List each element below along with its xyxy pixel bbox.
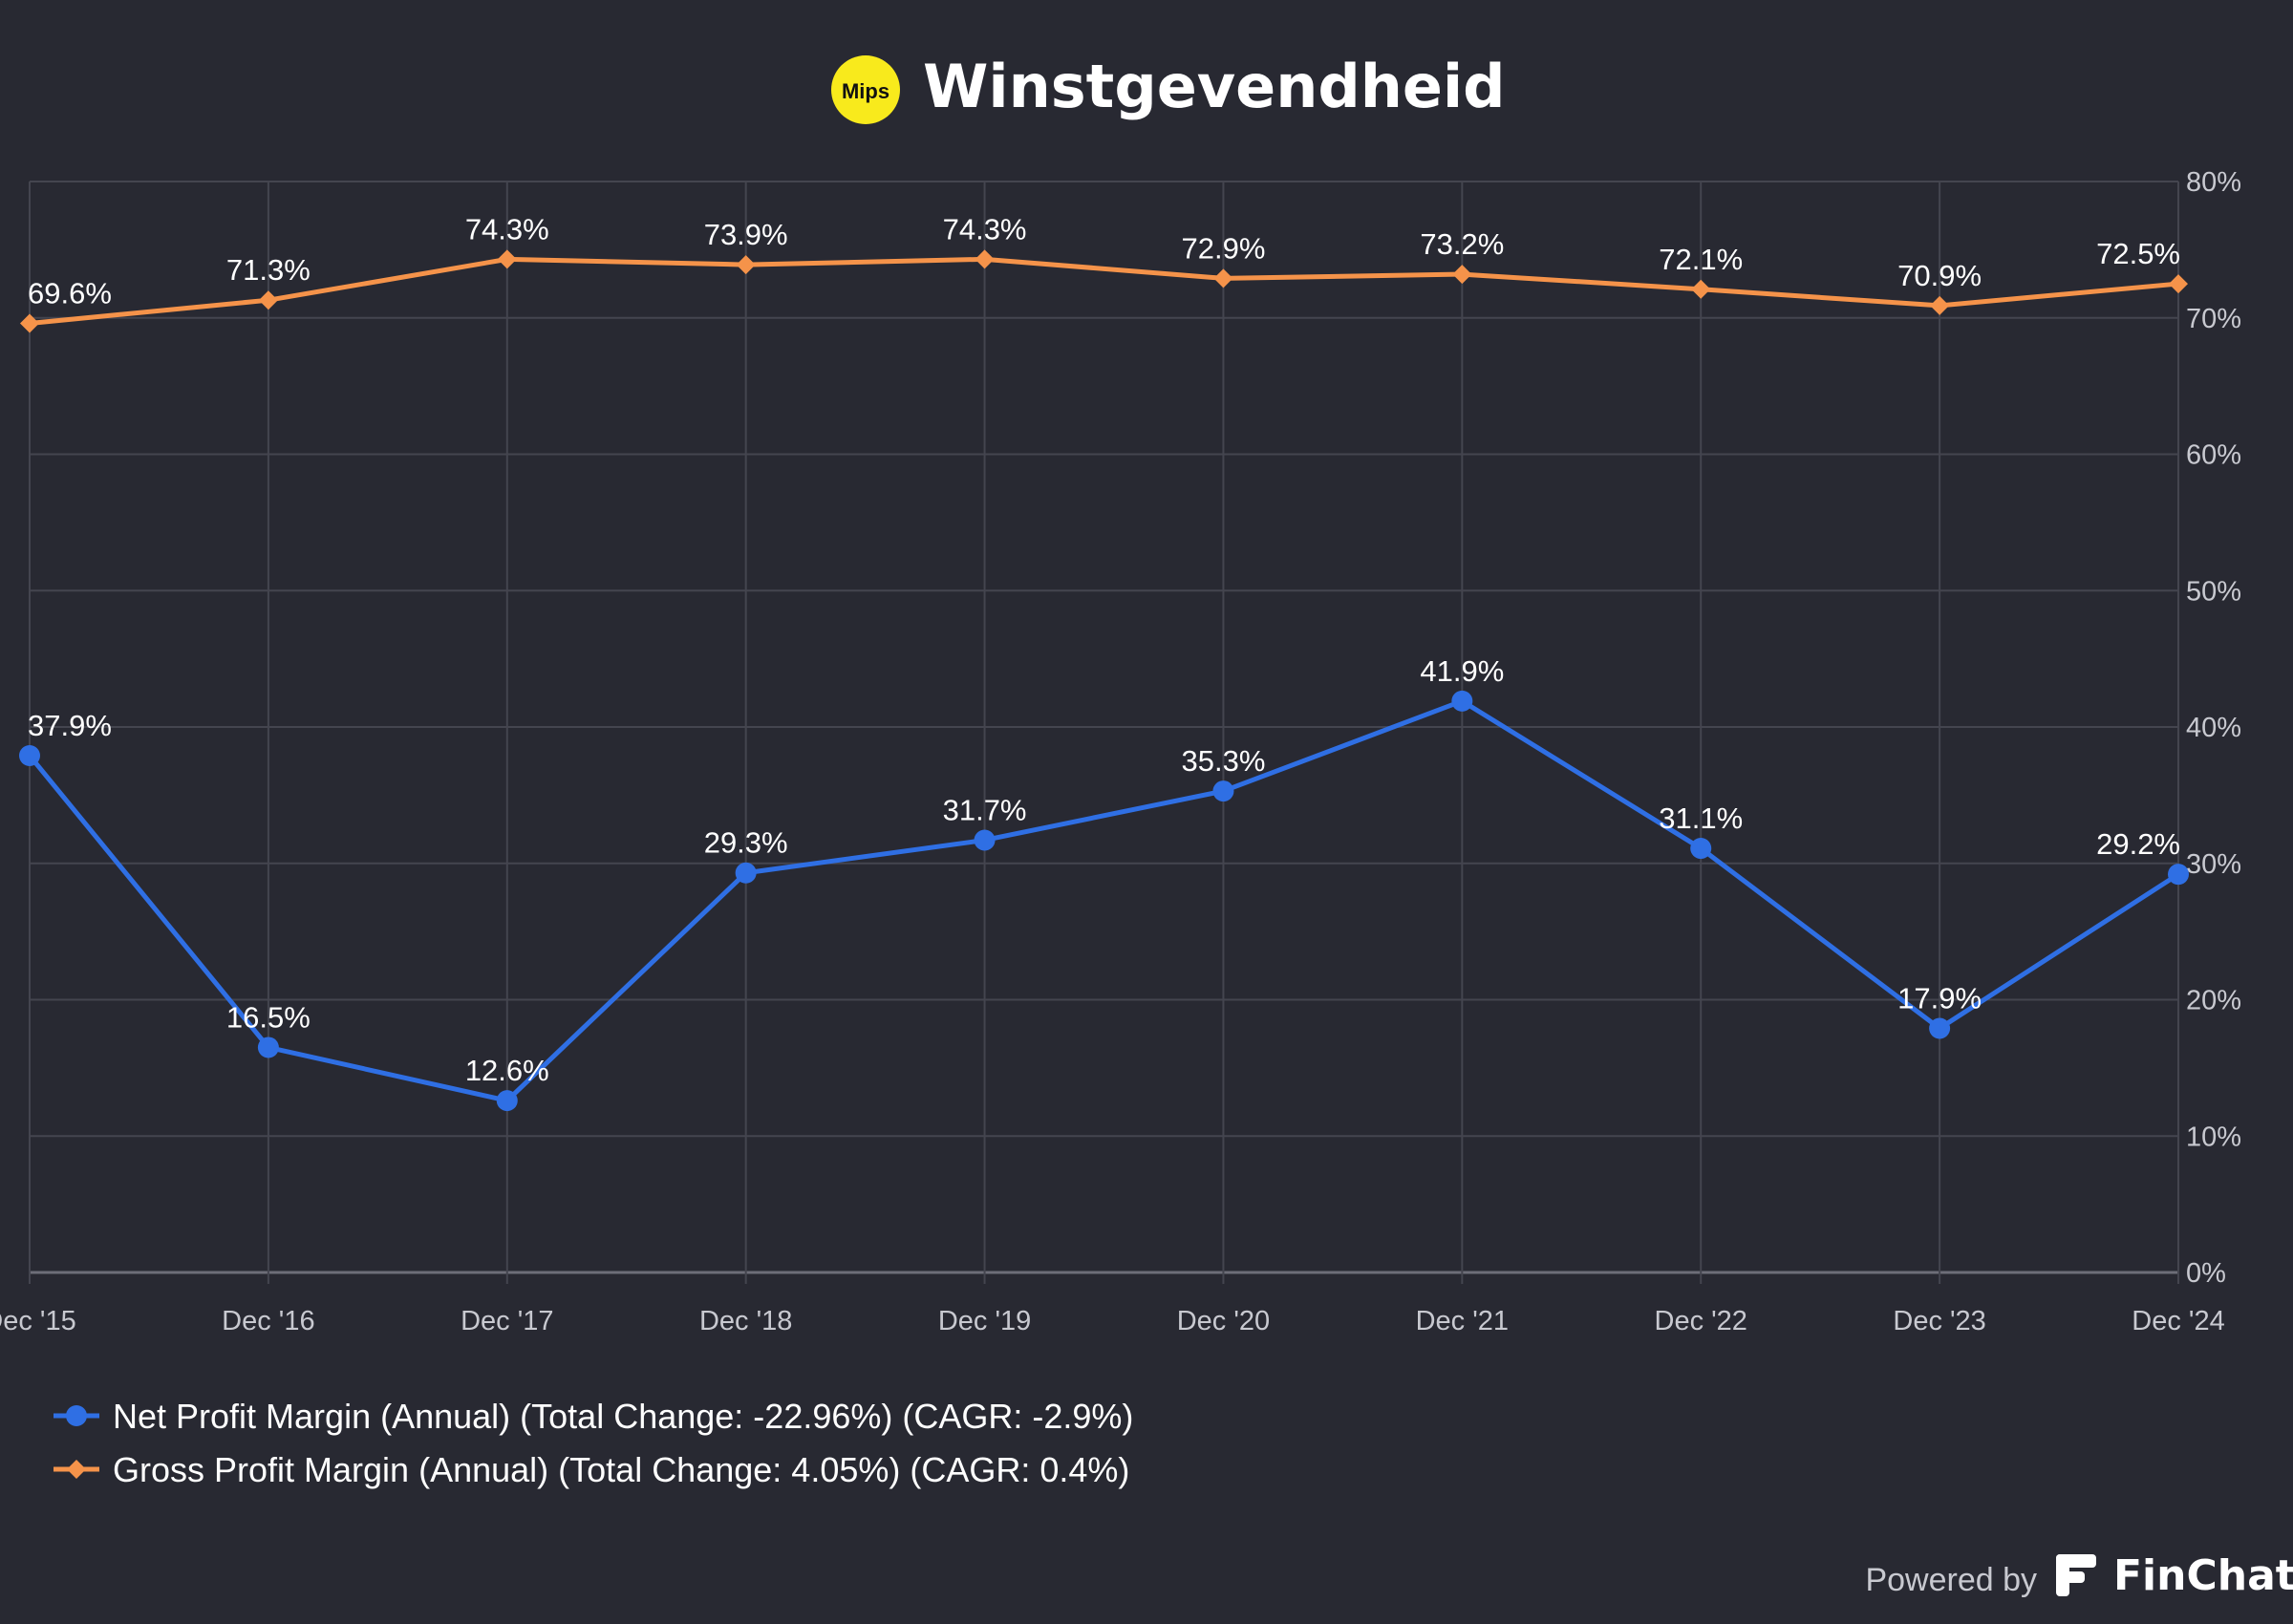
chart-header: Mips Winstgevendheid [831, 52, 1506, 124]
data-label: 72.1% [1659, 243, 1743, 276]
data-point [258, 290, 278, 310]
x-tick-label: Dec '20 [1177, 1306, 1270, 1336]
series-line [29, 256, 2179, 326]
data-point [1452, 265, 1472, 285]
data-label: 74.3% [943, 212, 1027, 246]
data-point [974, 829, 996, 851]
data-label: 29.2% [2096, 827, 2180, 861]
chart-title: Winstgevendheid [923, 52, 1506, 121]
data-point [1213, 268, 1233, 288]
y-tick-label: 70% [2186, 304, 2241, 334]
data-label: 31.1% [1659, 801, 1743, 835]
data-label: 37.9% [28, 709, 112, 742]
data-label: 35.3% [1181, 744, 1265, 778]
data-point [975, 249, 995, 269]
company-logo-text: Mips [842, 79, 889, 103]
data-label: 31.7% [943, 793, 1027, 826]
data-label: 74.3% [465, 212, 549, 246]
data-point [736, 255, 756, 275]
y-tick-label: 40% [2186, 713, 2241, 743]
grid [29, 181, 2179, 1284]
data-point [2169, 274, 2188, 294]
legend-label: Gross Profit Margin (Annual) (Total Chan… [113, 1450, 1129, 1489]
x-tick-label: Dec '15 [0, 1306, 76, 1336]
data-point [1690, 838, 1712, 860]
x-tick-label: Dec '23 [1893, 1306, 1985, 1336]
series-net-profit-margin [19, 690, 2189, 1112]
y-tick-label: 80% [2186, 167, 2241, 198]
data-point [496, 1090, 518, 1112]
legend-marker-icon [66, 1405, 87, 1426]
data-label: 72.9% [1181, 231, 1265, 265]
footer: Powered by FinChat [1865, 1551, 2293, 1600]
x-axis-ticks: Dec '15 Dec '16 Dec '17 Dec '18 Dec '19 Dec '… [0, 1306, 2225, 1336]
data-point [1451, 690, 1473, 712]
data-label: 12.6% [465, 1054, 549, 1087]
y-tick-label: 20% [2186, 986, 2241, 1016]
y-tick-label: 0% [2186, 1258, 2226, 1289]
y-tick-label: 50% [2186, 576, 2241, 607]
legend-label: Net Profit Margin (Annual) (Total Change… [113, 1397, 1133, 1436]
x-tick-label: Dec '16 [222, 1306, 314, 1336]
data-label: 72.5% [2096, 237, 2180, 270]
legend-item: Net Profit Margin (Annual) (Total Change… [54, 1397, 1133, 1436]
series [19, 249, 2189, 1112]
data-label: 73.9% [704, 218, 788, 251]
data-label: 71.3% [226, 253, 311, 287]
data-label: 17.9% [1897, 981, 1982, 1015]
legend: Net Profit Margin (Annual) (Total Change… [54, 1397, 1133, 1489]
company-logo [831, 55, 900, 124]
finchat-logo-icon [2056, 1554, 2096, 1596]
data-label: 29.3% [704, 826, 788, 860]
x-tick-label: Dec '21 [1416, 1306, 1509, 1336]
x-tick-label: Dec '18 [699, 1306, 792, 1336]
data-label: 16.5% [226, 1000, 311, 1034]
powered-by-text: Powered by [1865, 1562, 2037, 1598]
data-point [257, 1036, 279, 1058]
finchat-brand: FinChat [2113, 1551, 2293, 1600]
data-point [735, 862, 757, 884]
x-tick-label: Dec '24 [2132, 1306, 2224, 1336]
data-point [1691, 279, 1711, 299]
data-label: 69.6% [28, 276, 112, 310]
data-labels: 37.9% 16.5% 12.6% 29.3% 31.7% 35.3% 41.9% 31.1%… [28, 212, 2180, 1087]
data-label: 41.9% [1420, 654, 1504, 688]
data-point [497, 249, 517, 269]
x-tick-label: Dec '17 [461, 1306, 553, 1336]
data-point [20, 313, 39, 333]
legend-item: Gross Profit Margin (Annual) (Total Chan… [54, 1450, 1129, 1489]
data-point [19, 744, 40, 766]
y-tick-label: 10% [2186, 1122, 2241, 1152]
data-label: 73.2% [1420, 227, 1504, 261]
data-point [1212, 780, 1234, 802]
y-tick-label: 60% [2186, 440, 2241, 471]
data-point [1929, 1017, 1951, 1039]
x-tick-label: Dec '19 [938, 1306, 1031, 1336]
y-tick-label: 30% [2186, 849, 2241, 880]
legend-marker-icon [67, 1460, 86, 1479]
series-gross-profit-margin [20, 249, 2188, 333]
series-line [28, 698, 2180, 1103]
data-label: 70.9% [1897, 259, 1982, 292]
x-tick-label: Dec '22 [1655, 1306, 1747, 1336]
data-point [1930, 295, 1950, 315]
y-axis-ticks: 0% 10% 20% 30% 40% 50% 60% 70% 80% [2186, 167, 2241, 1289]
data-point [2168, 864, 2189, 886]
